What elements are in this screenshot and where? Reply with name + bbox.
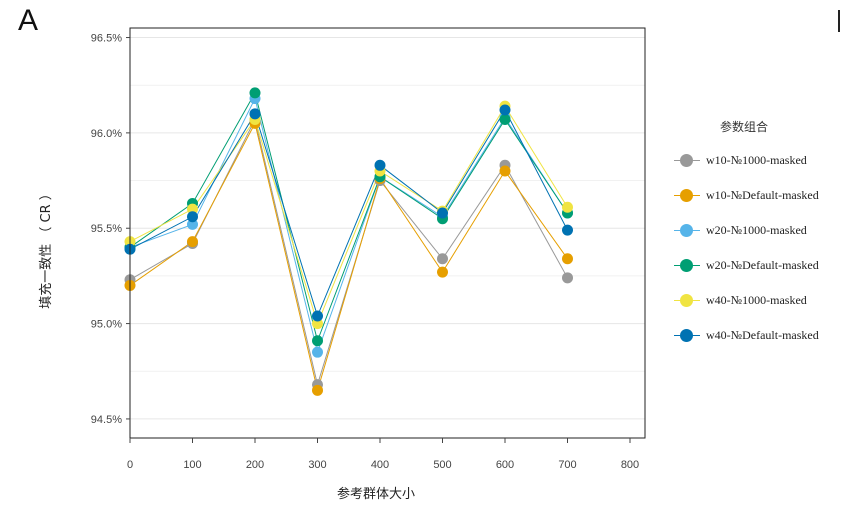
series-line	[129, 121, 568, 393]
edge-mark	[838, 10, 840, 32]
data-point	[312, 346, 323, 358]
panel-label: A	[18, 4, 39, 37]
legend: 参数组合 w10-№1000-masked w10-№Default-masked…	[672, 118, 842, 359]
y-tick-label: 95.5%	[91, 223, 122, 235]
data-point	[312, 310, 323, 322]
series-line	[129, 105, 568, 326]
y-tick-label: 96.5%	[91, 33, 122, 45]
data-point	[562, 224, 573, 236]
data-point	[437, 207, 448, 219]
x-tick-label: 800	[621, 459, 639, 471]
legend-title: 参数组合	[720, 120, 769, 134]
series-line	[129, 97, 568, 354]
legend-label: w10-№Default-masked	[706, 188, 819, 202]
legend-label: w40-№1000-masked	[706, 293, 807, 307]
data-point	[499, 165, 511, 177]
data-point	[499, 114, 511, 126]
x-tick-label: 100	[183, 459, 201, 471]
data-point	[312, 384, 323, 396]
x-axis-title: 参考群体大小	[337, 486, 415, 502]
legend-label: w40-№Default-masked	[706, 328, 819, 342]
x-tick-label: 600	[496, 459, 514, 471]
y-tick-label: 95.0%	[91, 319, 122, 331]
legend-items: w10-№1000-masked w10-№Default-masked w20-№…	[672, 149, 842, 359]
series-line	[129, 91, 568, 343]
plot-frame	[129, 27, 646, 439]
data-point	[437, 253, 448, 265]
data-point	[562, 272, 573, 284]
data-point	[374, 159, 386, 171]
data-point	[437, 266, 448, 278]
legend-item: w10-№1000-masked	[672, 149, 842, 184]
x-tick-label: 700	[558, 459, 576, 471]
data-point	[249, 108, 261, 120]
x-tick-label: 500	[433, 459, 451, 471]
legend-item: w20-№1000-masked	[672, 219, 842, 254]
legend-swatch	[680, 189, 693, 202]
grid-lines	[130, 37, 645, 420]
legend-swatch	[680, 224, 693, 237]
legend-label: w20-№Default-masked	[706, 258, 819, 272]
data-point	[187, 218, 198, 230]
legend-swatch	[680, 329, 693, 342]
x-axis: 0 100 200 300 400 500 600 700 800	[127, 438, 639, 471]
data-point	[562, 253, 573, 265]
data-point	[187, 211, 198, 223]
legend-swatch	[680, 154, 693, 167]
legend-swatch	[680, 294, 693, 307]
data-point	[187, 236, 198, 248]
legend-item: w40-№1000-masked	[672, 289, 842, 324]
plot-background	[130, 28, 645, 438]
series-line	[129, 108, 568, 318]
x-tick-label: 200	[246, 459, 264, 471]
data-point	[249, 87, 261, 99]
x-tick-label: 400	[371, 459, 389, 471]
data-point	[312, 335, 323, 347]
data-point	[562, 201, 573, 213]
series-lines	[129, 91, 568, 393]
legend-item: w10-№Default-masked	[672, 184, 842, 219]
y-tick-label: 96.0%	[91, 128, 122, 140]
data-point	[499, 104, 511, 116]
x-tick-label: 0	[127, 459, 133, 471]
legend-item: w40-№Default-masked	[672, 324, 842, 359]
data-point	[312, 318, 323, 330]
legend-item: w20-№Default-masked	[672, 254, 842, 289]
legend-swatch	[680, 259, 693, 272]
y-axis-title: 填充一致性 （ CR ）	[38, 187, 54, 309]
y-tick-label: 94.5%	[91, 414, 122, 426]
x-tick-label: 300	[308, 459, 326, 471]
data-point	[187, 203, 198, 215]
legend-label: w20-№1000-masked	[706, 223, 807, 237]
y-axis: 94.5% 95.0% 95.5% 96.0% 96.5%	[91, 33, 130, 426]
legend-label: w10-№1000-masked	[706, 153, 807, 167]
